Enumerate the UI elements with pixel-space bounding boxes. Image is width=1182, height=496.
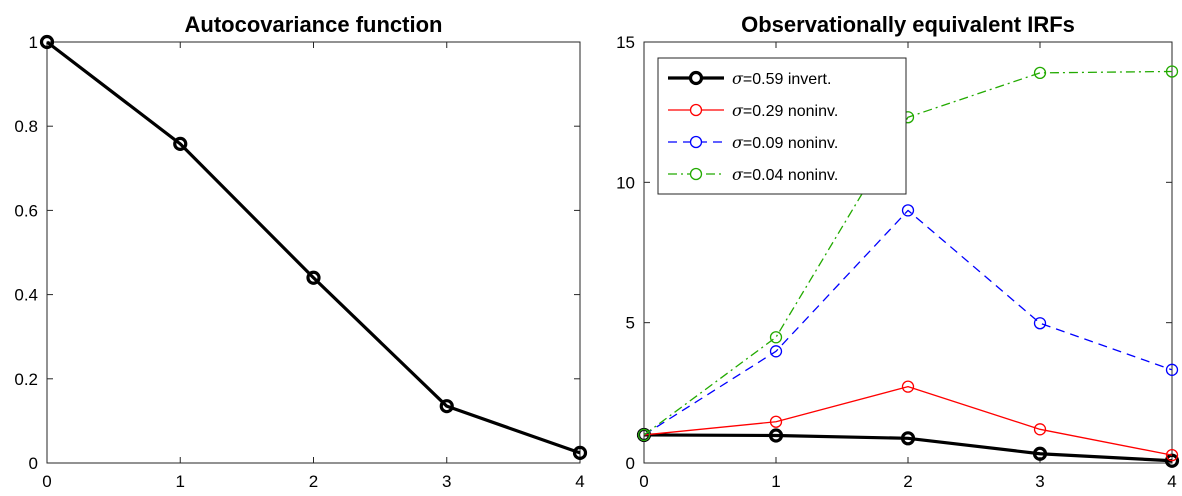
y-tick-label: 15	[616, 33, 635, 52]
series-line-3	[643, 70, 1173, 436]
data-point	[1165, 448, 1179, 462]
data-point	[769, 415, 783, 428]
x-tick-label: 4	[1167, 472, 1176, 491]
legend-entry-text: =0.09 noninv.	[743, 135, 838, 152]
legend-entry-label: σ=0.29 noninv.	[732, 101, 838, 120]
data-point	[1165, 363, 1179, 376]
series-line-0	[46, 40, 581, 455]
series-line-0	[643, 433, 1173, 463]
legend-entry-text: =0.59 invert.	[743, 71, 832, 88]
y-tick-label: 0.6	[14, 201, 38, 220]
legend-entry-text: =0.04 noninv.	[743, 167, 838, 184]
series-line-2	[643, 209, 1173, 436]
legend-entry-label: σ=0.09 noninv.	[732, 133, 838, 152]
data-point	[572, 445, 588, 460]
y-tick-label: 0	[29, 454, 38, 473]
legend-marker	[688, 70, 704, 86]
x-tick-label: 2	[309, 472, 318, 491]
x-tick-label: 1	[771, 472, 780, 491]
data-point	[39, 34, 55, 50]
data-point	[900, 431, 916, 446]
y-tick-label: 0.4	[14, 286, 38, 305]
data-point	[1165, 65, 1179, 78]
x-tick-label: 0	[42, 472, 51, 491]
data-point	[1033, 66, 1047, 80]
legend-entry-label: σ=0.04 noninv.	[732, 165, 838, 184]
data-point	[439, 399, 454, 414]
chart-title: Autocovariance function	[185, 12, 443, 37]
series-line-1	[643, 386, 1173, 456]
data-point	[769, 331, 783, 344]
data-point	[173, 136, 188, 151]
y-tick-label: 0	[626, 454, 635, 473]
sigma-symbol: σ	[732, 69, 744, 88]
x-tick-label: 1	[176, 472, 185, 491]
sigma-symbol: σ	[732, 101, 744, 120]
autocovariance-panel: Autocovariance function 0 1 2 3 4 0 0.2 0.4 0.6 0.…	[14, 12, 588, 491]
y-tick-label: 5	[626, 314, 635, 333]
legend: σ=0.59 invert.σ=0.29 noninv.σ=0.09 nonin…	[657, 57, 907, 195]
data-point	[1032, 446, 1048, 461]
legend-marker	[689, 103, 703, 117]
data-point	[901, 204, 915, 217]
x-tick-label: 3	[1035, 472, 1044, 491]
sigma-symbol: σ	[732, 133, 744, 152]
legend-entry-text: =0.29 noninv.	[743, 103, 838, 120]
data-point	[1033, 317, 1047, 330]
y-tick-label: 0.8	[14, 117, 38, 136]
x-tick-label: 3	[442, 472, 451, 491]
legend-marker	[689, 135, 703, 149]
data-point	[1033, 423, 1047, 436]
y-tick-label: 10	[616, 173, 635, 192]
data-point	[306, 270, 321, 285]
x-tick-label: 0	[639, 472, 648, 491]
chart-title: Observationally equivalent IRFs	[741, 12, 1075, 37]
irf-panel: Observationally equivalent IRFs 0 1 2 3 4 0 5 10…	[616, 12, 1180, 491]
y-tick-label: 0.2	[14, 370, 38, 389]
x-tick-label: 4	[575, 472, 584, 491]
data-point	[1164, 453, 1180, 468]
plot-area	[46, 41, 581, 464]
legend-entry-label: σ=0.59 invert.	[732, 69, 831, 88]
data-point	[768, 428, 784, 443]
sigma-symbol: σ	[732, 165, 744, 184]
y-tick-label: 1	[29, 33, 38, 52]
data-point	[769, 345, 783, 358]
data-point	[637, 428, 651, 442]
x-tick-label: 2	[903, 472, 912, 491]
data-point	[901, 380, 915, 393]
legend-marker	[689, 167, 703, 181]
